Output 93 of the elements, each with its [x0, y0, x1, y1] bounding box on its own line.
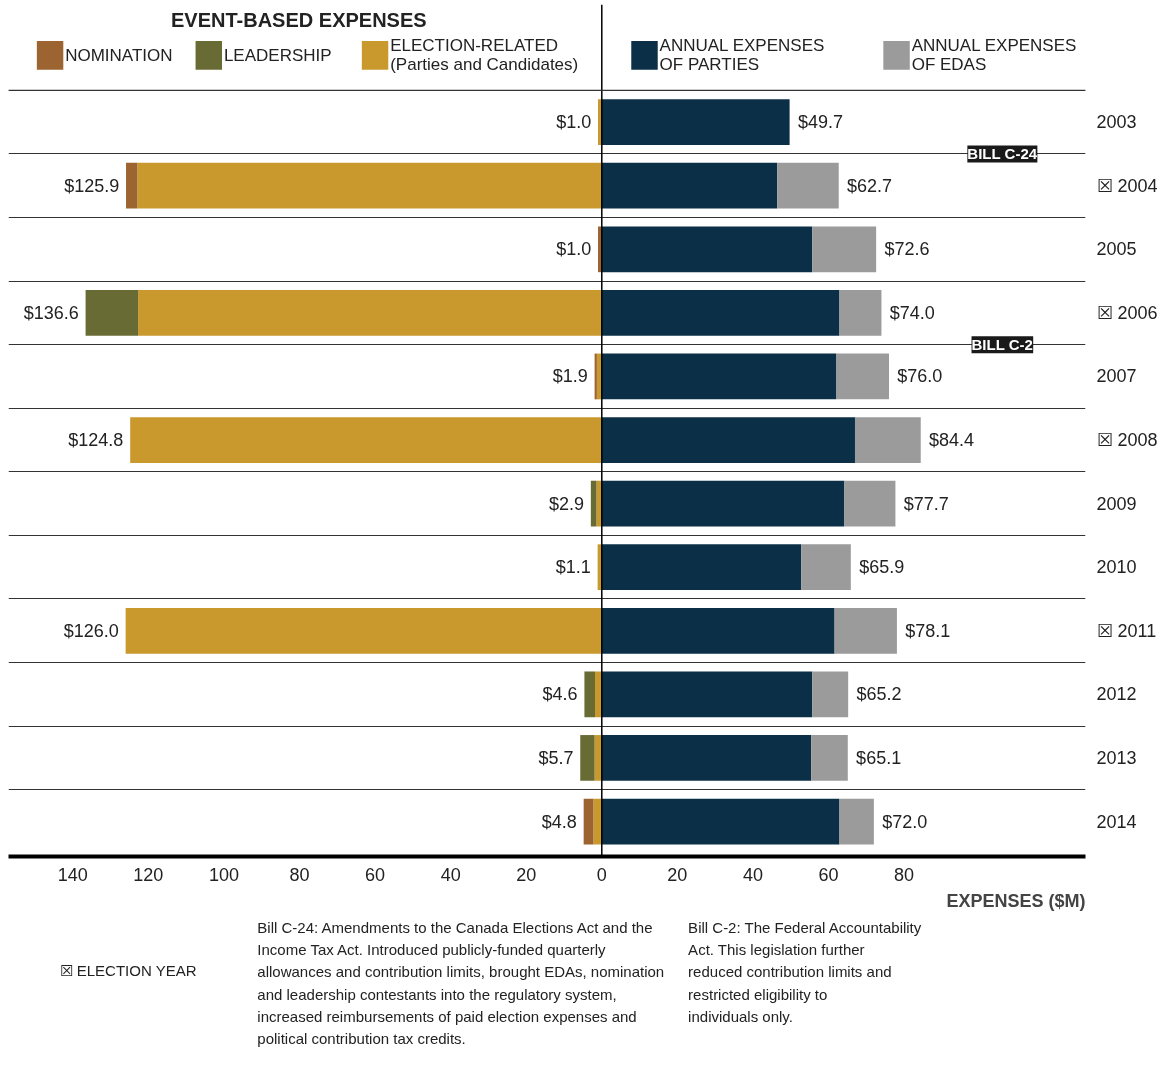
x-tick-label: 0: [596, 864, 607, 885]
y-tick-label: 2010: [1096, 557, 1137, 578]
legend-label: NOMINATION: [65, 45, 173, 65]
y-tick-label: 2005: [1096, 239, 1137, 260]
bar: [834, 607, 897, 654]
text: $2.9: [549, 493, 585, 514]
y-tick-label: 2012: [1096, 684, 1137, 705]
text: $4.6: [542, 684, 578, 705]
bar: [601, 798, 840, 845]
bar: [601, 289, 840, 336]
bar: [839, 798, 874, 845]
text: $4.8: [541, 811, 577, 832]
bar: [590, 480, 597, 527]
text: $1.9: [552, 366, 588, 387]
text: $136.6: [23, 302, 79, 323]
text: $84.4: [929, 430, 975, 451]
text: $5.7: [538, 747, 574, 768]
text: $65.9: [859, 557, 905, 578]
bar: [125, 607, 602, 654]
y-tick-label: ☒ 2006: [1096, 302, 1158, 323]
bar: [130, 417, 602, 463]
text: Bill C-24: Amendments to the Canada Elections Act and the Income Tax Act. Introduced publicly-funded quarterly allowances and contribution limits, brought EDAs, nomination and leadership contestants into the regulatory system, increased reimbursements of paid election expenses and political contribution tax credits.: [257, 919, 665, 1047]
bar: [601, 480, 845, 527]
y-tick-label: ☒ 2011: [1096, 620, 1157, 641]
bar: [801, 544, 851, 591]
bar: [601, 735, 812, 781]
text: $74.0: [889, 302, 935, 323]
y-tick-label: ☒ 2004: [1096, 175, 1158, 196]
bar: [812, 226, 877, 273]
x-tick-label: 80: [894, 864, 915, 885]
y-tick-label: 2009: [1096, 493, 1137, 514]
bar: [601, 226, 813, 273]
x-tick-label: 60: [818, 864, 839, 885]
annotation: BILL C-2: [971, 336, 1033, 354]
bar: [601, 544, 802, 591]
x-tick-label: 60: [365, 864, 386, 885]
text: $65.2: [856, 684, 902, 705]
text: $76.0: [897, 366, 943, 387]
bar: [601, 353, 837, 400]
text: Bill C-2: The Federal Accountability Act. This legislation further reduced contribution limits and restricted eligibility to individuals only.: [688, 919, 922, 1025]
bar: [85, 289, 139, 336]
text: ☒ ELECTION YEAR: [59, 962, 197, 980]
bar: [601, 162, 778, 209]
text: $72.6: [884, 239, 930, 260]
legend-title: EVENT-BASED EXPENSES: [170, 9, 427, 32]
bar: [839, 289, 882, 336]
bar: [844, 480, 896, 527]
x-tick-label: 40: [742, 864, 763, 885]
bar: [583, 798, 594, 845]
text: $126.0: [63, 620, 119, 641]
legend-label: ELECTION-RELATED (Parties and Candidates): [390, 36, 579, 75]
x-tick-label: 80: [289, 864, 310, 885]
x-tick-label: 100: [208, 864, 239, 885]
bar: [854, 417, 921, 463]
bar: [601, 607, 835, 654]
text: $124.8: [68, 430, 124, 451]
text: $72.0: [882, 811, 928, 832]
x-tick-label: 20: [667, 864, 688, 885]
text: $1.1: [555, 557, 591, 578]
bar: [126, 162, 138, 209]
text: $65.1: [856, 747, 902, 768]
legend-label: ANNUAL EXPENSES OF PARTIES: [659, 36, 825, 75]
text: $78.1: [905, 620, 951, 641]
y-tick-label: ☒ 2008: [1096, 430, 1158, 451]
y-tick-label: 2003: [1096, 112, 1137, 133]
x-tick-label: 120: [133, 864, 164, 885]
bar: [580, 735, 595, 781]
text: $77.7: [903, 493, 949, 514]
text: $1.0: [556, 112, 592, 133]
bar: [836, 353, 889, 400]
bar: [584, 671, 595, 718]
x-tick-label: 140: [57, 864, 88, 885]
bar: [601, 671, 813, 718]
bar: [601, 99, 790, 146]
legend-label: ANNUAL EXPENSES OF EDAS: [911, 36, 1077, 75]
bar: [601, 417, 855, 463]
bar: [811, 735, 848, 781]
y-tick-label: 2007: [1096, 366, 1137, 387]
bar: [812, 671, 849, 718]
text: $125.9: [64, 175, 120, 196]
legend-label: LEADERSHIP: [223, 45, 332, 65]
y-tick-label: 2013: [1096, 747, 1137, 768]
annotation: BILL C-24: [967, 145, 1038, 163]
bar: [137, 162, 602, 209]
y-tick-label: 2014: [1096, 811, 1137, 832]
bar: [777, 162, 839, 209]
x-axis-title: EXPENSES ($M): [946, 890, 1086, 911]
text: $49.7: [797, 112, 843, 133]
text: $1.0: [556, 239, 592, 260]
x-tick-label: 20: [516, 864, 537, 885]
x-tick-label: 40: [440, 864, 461, 885]
bar: [138, 289, 602, 336]
text: $62.7: [847, 175, 893, 196]
